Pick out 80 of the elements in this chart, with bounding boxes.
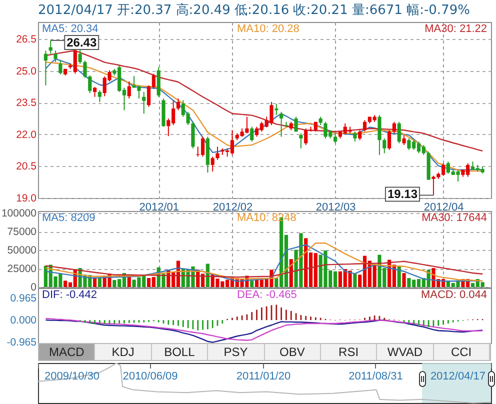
y-tick-label: 0.965 — [10, 292, 37, 304]
text: MA10: 8248 — [237, 212, 296, 224]
candlestick — [304, 128, 308, 146]
candlestick — [250, 126, 254, 142]
category-label: PSY — [208, 344, 264, 360]
text: MA5: 20.34 — [42, 23, 98, 35]
candlestick — [210, 156, 214, 172]
x-tick-label: 2012/04/17 — [430, 370, 486, 382]
category-label: RSI — [320, 344, 378, 360]
candlestick — [54, 50, 58, 63]
x-tick-label: 2009/10/30 — [44, 370, 100, 382]
candlestick — [92, 86, 97, 98]
y-tick-label: 20.5 — [16, 160, 37, 173]
candlestick — [280, 111, 284, 138]
candlestick — [83, 60, 87, 78]
x-tick-label: 2011/01/20 — [236, 370, 291, 382]
y-tick-label: 22.0 — [16, 128, 37, 141]
x-tick-label: 2012/01 — [139, 202, 179, 214]
bar — [402, 273, 406, 287]
category-label: KDJ — [95, 344, 152, 360]
candlestick — [402, 134, 406, 146]
x-tick-label: 2012/02 — [212, 202, 253, 214]
y-tick-label: 26.5 — [16, 33, 37, 46]
annotation: 26.43 — [66, 35, 97, 50]
candlestick — [58, 60, 62, 75]
candlestick — [216, 146, 220, 160]
candlestick — [382, 138, 386, 154]
series-label: DIF: -0.442 — [42, 289, 98, 301]
y-tick-label: 100000 — [1, 208, 37, 220]
bar — [353, 274, 357, 287]
text: DEA: -0.465 — [237, 289, 297, 301]
text: MA30: 17644 — [422, 212, 487, 224]
candlestick — [388, 130, 392, 150]
y-tick-label: 0.000 — [10, 314, 37, 327]
candlestick — [142, 91, 146, 114]
candlestick — [353, 131, 357, 142]
category-label: MACD — [39, 344, 96, 360]
x-tick-label: 2010/06/09 — [122, 370, 178, 382]
x-tick-label: 2011/08/31 — [348, 370, 403, 382]
candlestick — [432, 175, 436, 196]
candlestick — [191, 121, 195, 149]
candlestick — [358, 130, 362, 141]
category-label: BOLL — [152, 344, 208, 360]
text: MA5: 8209 — [42, 212, 96, 224]
category-label: WVAD — [377, 344, 434, 360]
text: MA30: 21.22 — [424, 23, 487, 35]
y-tick-label: 25000 — [7, 263, 37, 276]
y-tick-label: -0.965 — [6, 336, 37, 349]
text: MA10: 20.28 — [237, 23, 300, 35]
line-series — [45, 260, 484, 278]
y-tick-label: 19.0 — [16, 192, 37, 204]
candlestick — [127, 80, 131, 100]
candlestick — [362, 120, 367, 132]
candlestick — [48, 40, 52, 54]
y-tick-label: 0 — [30, 282, 37, 294]
category-label: OBV — [264, 344, 321, 360]
candlestick — [378, 114, 382, 156]
candlestick — [78, 49, 82, 64]
y-tick-label: 75000 — [7, 226, 37, 238]
candlestick — [334, 132, 338, 144]
candlestick — [98, 90, 102, 102]
candlestick — [299, 132, 303, 149]
category-label: CCI — [434, 344, 490, 360]
chart-title: 2012/04/17 开:20.37 高:20.49 低:20.16 收:20.21 量:6671 幅:-0.79% — [38, 2, 470, 18]
bar — [250, 280, 254, 287]
candlestick — [176, 98, 180, 111]
y-tick-label: 25.0 — [16, 65, 37, 78]
y-tick-label: 50000 — [7, 244, 37, 257]
x-tick-label: 2012/04 — [424, 202, 464, 214]
x-tick-label: 2012/03 — [316, 202, 356, 214]
bar — [127, 277, 131, 287]
candlestick — [397, 121, 401, 144]
line-series — [45, 50, 484, 152]
candlestick — [88, 74, 92, 94]
candlestick — [392, 121, 396, 134]
annotation: 19.13 — [387, 187, 418, 202]
series-label: MACD: 0.044 — [420, 289, 487, 301]
candlestick — [294, 116, 298, 132]
candlestick — [44, 50, 48, 86]
y-tick-label: 23.5 — [16, 97, 37, 110]
